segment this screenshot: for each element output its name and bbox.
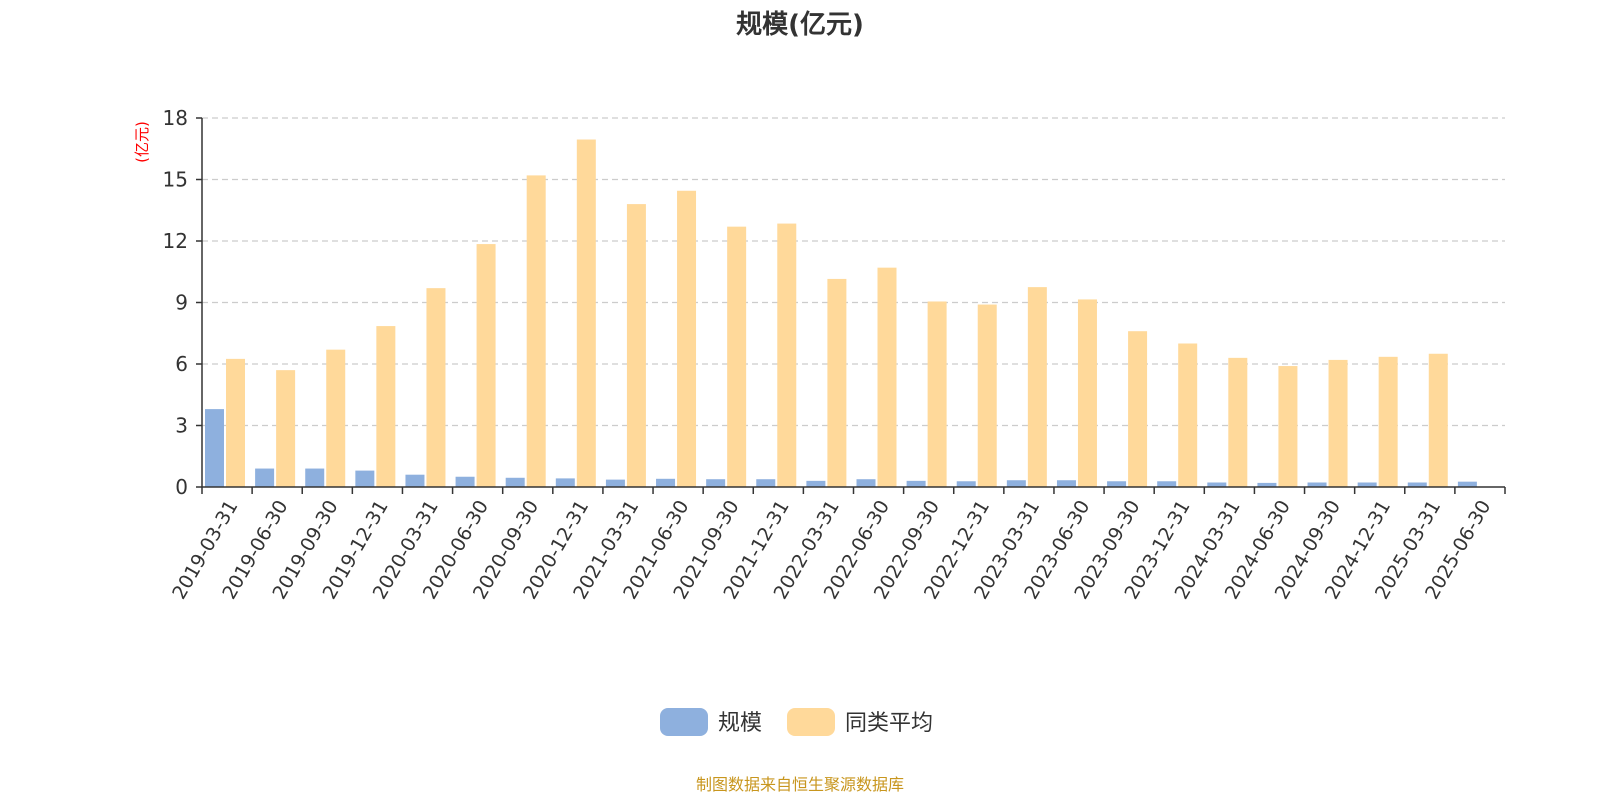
y-tick-label: 12 xyxy=(163,229,188,253)
bar-scale[interactable] xyxy=(1357,482,1377,487)
chart-title: 规模(亿元) xyxy=(736,10,864,40)
bar-peer-average[interactable] xyxy=(1228,357,1248,487)
bar-scale[interactable] xyxy=(706,479,726,487)
bar-scale[interactable] xyxy=(1107,481,1127,487)
bar-scale[interactable] xyxy=(756,479,776,487)
legend-label-peer-average[interactable]: 同类平均 xyxy=(845,711,933,736)
bar-scale[interactable] xyxy=(906,480,926,487)
legend-label-scale[interactable]: 规模 xyxy=(718,711,762,736)
bar-scale[interactable] xyxy=(1006,480,1026,487)
bar-peer-average[interactable] xyxy=(877,267,897,487)
bar-scale[interactable] xyxy=(1056,480,1076,487)
bar-scale[interactable] xyxy=(455,476,475,487)
bar-peer-average[interactable] xyxy=(1328,359,1348,487)
bar-scale[interactable] xyxy=(405,474,425,487)
bar-peer-average[interactable] xyxy=(576,139,596,487)
bar-peer-average[interactable] xyxy=(1278,366,1298,487)
legend-swatch-peer-average[interactable] xyxy=(787,708,835,736)
bar-peer-average[interactable] xyxy=(927,301,947,487)
bar-peer-average[interactable] xyxy=(376,326,396,487)
bar-peer-average[interactable] xyxy=(827,278,847,487)
bar-peer-average[interactable] xyxy=(1027,287,1047,487)
bar-peer-average[interactable] xyxy=(426,288,446,487)
bar-peer-average[interactable] xyxy=(1128,331,1148,487)
bar-peer-average[interactable] xyxy=(977,304,997,487)
bar-scale[interactable] xyxy=(1257,482,1277,487)
bar-scale[interactable] xyxy=(1407,482,1427,487)
bar-peer-average[interactable] xyxy=(1077,299,1097,487)
bar-scale[interactable] xyxy=(555,478,575,487)
bar-scale[interactable] xyxy=(806,480,826,487)
bars xyxy=(205,139,1477,488)
bar-scale[interactable] xyxy=(656,478,676,487)
y-axis-unit-label: (亿元) xyxy=(133,121,151,163)
bar-peer-average[interactable] xyxy=(276,370,296,487)
bar-scale[interactable] xyxy=(856,479,876,487)
bar-scale[interactable] xyxy=(1457,481,1477,487)
y-tick-label: 15 xyxy=(163,168,188,192)
y-tick-label: 9 xyxy=(175,291,188,315)
bar-scale[interactable] xyxy=(255,468,275,487)
bar-scale[interactable] xyxy=(505,477,525,487)
bar-peer-average[interactable] xyxy=(727,226,747,487)
legend[interactable]: 规模 同类平均 xyxy=(660,708,933,736)
bar-scale[interactable] xyxy=(1307,482,1327,487)
bar-peer-average[interactable] xyxy=(476,244,496,487)
y-tick-label: 3 xyxy=(175,414,188,438)
bar-scale[interactable] xyxy=(956,481,976,487)
bar-scale[interactable] xyxy=(355,470,375,487)
bar-scale[interactable] xyxy=(1157,481,1177,487)
bar-scale[interactable] xyxy=(305,468,325,487)
bar-peer-average[interactable] xyxy=(326,349,346,487)
bar-peer-average[interactable] xyxy=(226,358,245,487)
bar-peer-average[interactable] xyxy=(526,175,546,487)
source-note: 制图数据来自恒生聚源数据库 xyxy=(696,775,904,794)
y-tick-label: 6 xyxy=(175,352,188,376)
bar-peer-average[interactable] xyxy=(1178,343,1198,488)
bar-peer-average[interactable] xyxy=(626,204,646,487)
y-tick-label: 18 xyxy=(163,106,188,130)
bar-peer-average[interactable] xyxy=(1378,356,1398,487)
bar-scale[interactable] xyxy=(605,479,625,487)
bar-peer-average[interactable] xyxy=(777,223,797,487)
y-tick-label: 0 xyxy=(175,475,188,499)
legend-swatch-scale[interactable] xyxy=(660,708,708,736)
gridlines xyxy=(202,117,1505,427)
bar-peer-average[interactable] xyxy=(677,190,697,487)
bar-peer-average[interactable] xyxy=(1428,353,1448,487)
bar-scale[interactable] xyxy=(1207,482,1227,487)
bar-scale[interactable] xyxy=(205,409,224,487)
